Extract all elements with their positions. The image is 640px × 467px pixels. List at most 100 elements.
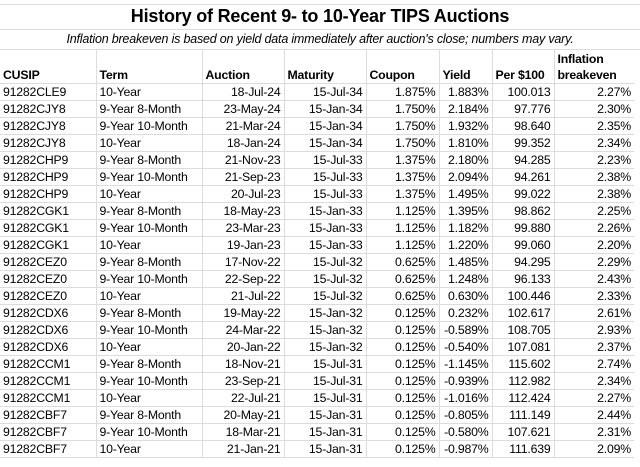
cell-price: 99.880 [492, 219, 555, 237]
cell-price: 102.617 [492, 304, 555, 322]
cell-cusip: 91282CBF7 [0, 406, 97, 424]
cell-price: 100.446 [492, 287, 555, 305]
cell-term: 9-Year 10-Month [96, 423, 203, 441]
auctions-table: CUSIP Term Auction Maturity Coupon Yield… [0, 50, 634, 458]
cell-cusip: 91282CJY8 [0, 100, 97, 118]
table-row: 91282CHP9 10-Year 20-Jul-23 15-Jul-33 1.375%… [0, 185, 634, 203]
cell-auction: 21-Nov-23 [202, 151, 285, 169]
cell-maturity: 15-Jul-33 [284, 168, 367, 186]
cell-auction: 19-Jan-23 [202, 236, 285, 254]
cell-term: 9-Year 10-Month [96, 372, 203, 390]
cell-breakeven: 2.93% [554, 321, 634, 339]
cell-term: 10-Year [96, 389, 203, 407]
cell-term: 9-Year 10-Month [96, 321, 203, 339]
cell-auction: 21-Mar-24 [202, 117, 285, 135]
cell-breakeven: 2.25% [554, 202, 634, 220]
cell-auction: 19-May-22 [202, 304, 285, 322]
cell-coupon: 1.125% [366, 219, 440, 237]
cell-breakeven: 2.33% [554, 287, 634, 305]
cell-breakeven: 2.27% [554, 83, 634, 101]
cell-price: 112.982 [492, 372, 555, 390]
cell-auction: 18-Jan-24 [202, 134, 285, 152]
cell-price: 99.022 [492, 185, 555, 203]
cell-cusip: 91282CDX6 [0, 338, 97, 356]
table-row: 91282CGK1 10-Year 19-Jan-23 15-Jan-33 1.125%… [0, 236, 634, 254]
cell-cusip: 91282CHP9 [0, 185, 97, 203]
cell-maturity: 15-Jul-32 [284, 270, 367, 288]
cell-price: 100.013 [492, 83, 555, 101]
cell-yield: 1.883% [439, 83, 493, 101]
cell-auction: 18-Jul-24 [202, 83, 285, 101]
header-yield: Yield [439, 50, 493, 84]
cell-cusip: 91282CBF7 [0, 423, 97, 441]
cell-maturity: 15-Jan-32 [284, 304, 367, 322]
cell-breakeven: 2.34% [554, 134, 634, 152]
cell-cusip: 91282CEZ0 [0, 270, 97, 288]
cell-term: 10-Year [96, 236, 203, 254]
cell-yield: 1.495% [439, 185, 493, 203]
cell-breakeven: 2.27% [554, 389, 634, 407]
cell-coupon: 0.625% [366, 253, 440, 271]
cell-breakeven: 2.35% [554, 117, 634, 135]
cell-price: 111.639 [492, 440, 555, 458]
cell-price: 98.862 [492, 202, 555, 220]
cell-breakeven: 2.74% [554, 355, 634, 373]
cell-auction: 23-Sep-21 [202, 372, 285, 390]
table-row: 91282CGK1 9-Year 10-Month 23-Mar-23 15-Jan-… [0, 219, 634, 237]
cell-auction: 23-May-24 [202, 100, 285, 118]
header-coupon: Coupon [366, 50, 440, 84]
cell-term: 10-Year [96, 287, 203, 305]
cell-cusip: 91282CEZ0 [0, 253, 97, 271]
cell-maturity: 15-Jul-32 [284, 253, 367, 271]
cell-coupon: 1.125% [366, 236, 440, 254]
cell-term: 10-Year [96, 134, 203, 152]
cell-term: 9-Year 10-Month [96, 270, 203, 288]
cell-breakeven: 2.44% [554, 406, 634, 424]
cell-maturity: 15-Jul-31 [284, 389, 367, 407]
table-row: 91282CCM1 10-Year 22-Jul-21 15-Jul-31 0.125%… [0, 389, 634, 407]
cell-auction: 22-Jul-21 [202, 389, 285, 407]
cell-breakeven: 2.34% [554, 372, 634, 390]
table-row: 91282CJY8 10-Year 18-Jan-24 15-Jan-34 1.750%… [0, 134, 634, 152]
cell-yield: 2.180% [439, 151, 493, 169]
cell-coupon: 1.750% [366, 100, 440, 118]
cell-cusip: 91282CJY8 [0, 134, 97, 152]
cell-coupon: 1.375% [366, 185, 440, 203]
cell-price: 97.776 [492, 100, 555, 118]
cell-price: 99.060 [492, 236, 555, 254]
cell-price: 107.081 [492, 338, 555, 356]
cell-yield: 1.220% [439, 236, 493, 254]
cell-auction: 24-Mar-22 [202, 321, 285, 339]
cell-yield: 1.932% [439, 117, 493, 135]
table-row: 91282CEZ0 9-Year 10-Month 22-Sep-22 15-Jul-… [0, 270, 634, 288]
cell-yield: -0.580% [439, 423, 493, 441]
cell-breakeven: 2.43% [554, 270, 634, 288]
cell-yield: -0.540% [439, 338, 493, 356]
cell-yield: -0.805% [439, 406, 493, 424]
cell-coupon: 0.125% [366, 355, 440, 373]
cell-auction: 23-Mar-23 [202, 219, 285, 237]
cell-cusip: 91282CJY8 [0, 117, 97, 135]
table-row: 91282CJY8 9-Year 8-Month 23-May-24 15-Jan-3… [0, 100, 634, 118]
cell-coupon: 0.125% [366, 304, 440, 322]
cell-term: 9-Year 10-Month [96, 219, 203, 237]
cell-maturity: 15-Jan-32 [284, 321, 367, 339]
cell-term: 10-Year [96, 440, 203, 458]
table-row: 91282CBF7 10-Year 21-Jan-21 15-Jan-31 0.125%… [0, 440, 634, 458]
cell-term: 10-Year [96, 185, 203, 203]
cell-maturity: 15-Jul-31 [284, 372, 367, 390]
cell-term: 9-Year 8-Month [96, 100, 203, 118]
cell-maturity: 15-Jan-32 [284, 338, 367, 356]
cell-yield: 1.485% [439, 253, 493, 271]
cell-yield: 1.182% [439, 219, 493, 237]
table-row: 91282CGK1 9-Year 8-Month 18-May-23 15-Jan-3… [0, 202, 634, 220]
cell-coupon: 0.125% [366, 440, 440, 458]
cell-term: 10-Year [96, 83, 203, 101]
header-cusip: CUSIP [0, 50, 97, 84]
table-row: 91282CDX6 10-Year 20-Jan-22 15-Jan-32 0.125%… [0, 338, 634, 356]
cell-cusip: 91282CDX6 [0, 304, 97, 322]
cell-coupon: 1.750% [366, 117, 440, 135]
cell-auction: 18-May-23 [202, 202, 285, 220]
cell-breakeven: 2.09% [554, 440, 634, 458]
cell-maturity: 15-Jul-32 [284, 287, 367, 305]
